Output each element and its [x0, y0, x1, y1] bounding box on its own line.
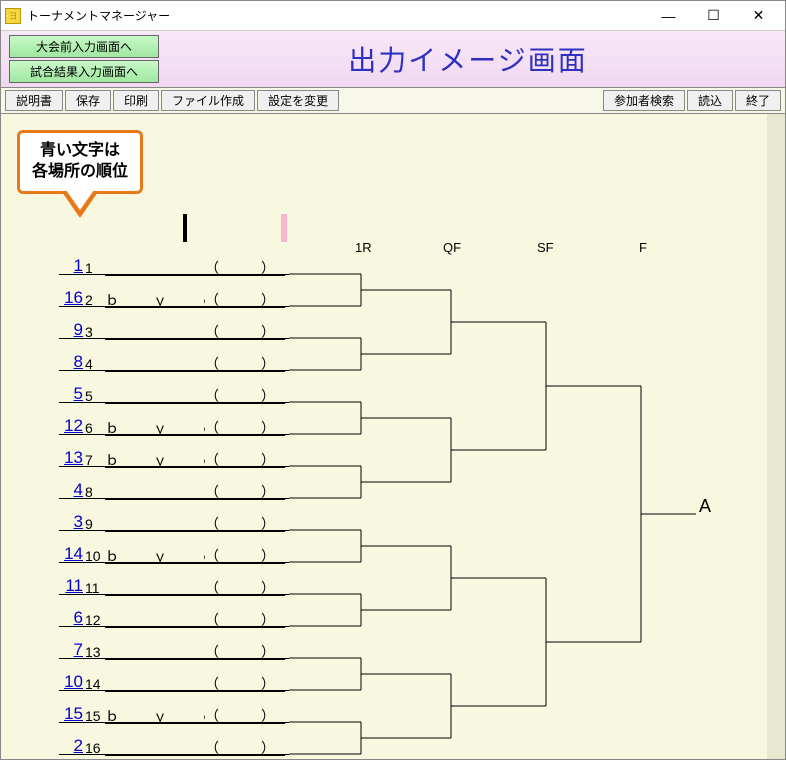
result-input-button[interactable]: 試合結果入力画面へ — [9, 60, 159, 83]
entry-row: 1410ｂ ｙ ｅ（ ） — [59, 544, 289, 564]
row-underline — [59, 754, 289, 755]
seed-number: 15 — [59, 704, 85, 724]
row-underline — [59, 402, 289, 403]
row-underline — [59, 562, 289, 563]
search-button[interactable]: 参加者検索 — [603, 90, 685, 111]
entry-row: 216（ ） — [59, 736, 289, 756]
seed-number: 4 — [59, 480, 85, 500]
entry-row: 126ｂ ｙ ｅ（ ） — [59, 416, 289, 436]
content-area: 青い文字は 各場所の順位 1R QF SF F 11（ ） 162ｂ ｙ ｅ（ ） 93（ … — [1, 114, 785, 759]
settings-button[interactable]: 設定を変更 — [257, 90, 339, 111]
marker-black — [183, 214, 187, 242]
callout-line2: 各場所の順位 — [32, 162, 128, 183]
row-underline — [59, 530, 289, 531]
entry-row: 612（ ） — [59, 608, 289, 628]
seed-number: 12 — [59, 416, 85, 436]
round-label-qf: QF — [443, 240, 461, 255]
final-group-label: A — [699, 496, 711, 517]
round-label-f: F — [639, 240, 647, 255]
callout-line1: 青い文字は — [32, 141, 128, 162]
entry-row: 137ｂ ｙ ｅ（ ） — [59, 448, 289, 468]
close-button[interactable]: ✕ — [736, 2, 781, 30]
seed-number: 2 — [59, 736, 85, 756]
seed-number: 6 — [59, 608, 85, 628]
entry-row: 48（ ） — [59, 480, 289, 500]
row-underline — [59, 274, 289, 275]
entry-row: 55（ ） — [59, 384, 289, 404]
app-icon: ヨ — [5, 8, 21, 24]
seed-number: 3 — [59, 512, 85, 532]
entry-row: 713（ ） — [59, 640, 289, 660]
manual-button[interactable]: 説明書 — [5, 90, 63, 111]
save-button[interactable]: 保存 — [65, 90, 111, 111]
row-underline — [59, 466, 289, 467]
row-underline — [59, 626, 289, 627]
print-button[interactable]: 印刷 — [113, 90, 159, 111]
row-underline — [59, 370, 289, 371]
minimize-button[interactable]: ― — [646, 2, 691, 30]
seed-number: 11 — [59, 576, 85, 596]
window-title: トーナメントマネージャー — [27, 7, 646, 24]
round-label-r1: 1R — [355, 240, 372, 255]
row-underline — [59, 594, 289, 595]
seed-number: 16 — [59, 288, 85, 308]
seed-number: 10 — [59, 672, 85, 692]
seed-number: 14 — [59, 544, 85, 564]
pre-input-button[interactable]: 大会前入力画面へ — [9, 35, 159, 58]
entry-row: 162ｂ ｙ ｅ（ ） — [59, 288, 289, 308]
round-label-sf: SF — [537, 240, 554, 255]
seed-number: 1 — [59, 256, 85, 276]
row-underline — [59, 434, 289, 435]
row-underline — [59, 658, 289, 659]
callout-arrow-icon — [62, 192, 98, 218]
seed-number: 7 — [59, 640, 85, 660]
exit-button[interactable]: 終了 — [735, 90, 781, 111]
seed-number: 8 — [59, 352, 85, 372]
row-underline — [59, 690, 289, 691]
file-create-button[interactable]: ファイル作成 — [161, 90, 255, 111]
callout-box: 青い文字は 各場所の順位 — [17, 130, 143, 194]
screen-title: 出力イメージ画面 — [159, 39, 777, 79]
seed-number: 5 — [59, 384, 85, 404]
seed-number: 9 — [59, 320, 85, 340]
titlebar: ヨ トーナメントマネージャー ― ☐ ✕ — [1, 1, 785, 31]
toolbar: 説明書 保存 印刷 ファイル作成 設定を変更 参加者検索 読込 終了 — [1, 88, 785, 114]
entry-row: 93（ ） — [59, 320, 289, 340]
entry-row: 1111（ ） — [59, 576, 289, 596]
row-underline — [59, 498, 289, 499]
marker-pink — [281, 214, 287, 242]
header: 大会前入力画面へ 試合結果入力画面へ 出力イメージ画面 — [1, 31, 785, 88]
row-underline — [59, 722, 289, 723]
entry-row: 1014（ ） — [59, 672, 289, 692]
window-controls: ― ☐ ✕ — [646, 2, 781, 30]
load-button[interactable]: 読込 — [687, 90, 733, 111]
maximize-button[interactable]: ☐ — [691, 2, 736, 30]
entry-row: 1515ｂ ｙ ｅ（ ） — [59, 704, 289, 724]
nav-buttons: 大会前入力画面へ 試合結果入力画面へ — [9, 35, 159, 83]
row-underline — [59, 306, 289, 307]
app-window: ヨ トーナメントマネージャー ― ☐ ✕ 大会前入力画面へ 試合結果入力画面へ … — [0, 0, 786, 760]
entry-row: 84（ ） — [59, 352, 289, 372]
row-underline — [59, 338, 289, 339]
seed-number: 13 — [59, 448, 85, 468]
entry-row: 39（ ） — [59, 512, 289, 532]
callout: 青い文字は 各場所の順位 — [17, 130, 143, 220]
entry-row: 11（ ） — [59, 256, 289, 276]
